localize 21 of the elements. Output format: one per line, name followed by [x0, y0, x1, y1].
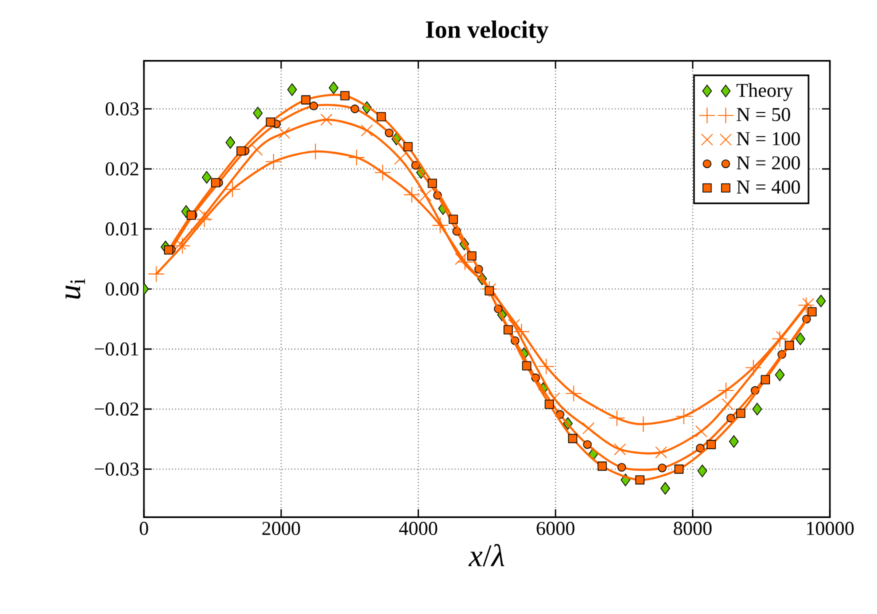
x-tick-label: 10000: [807, 522, 854, 535]
legend-label: N = 50: [736, 108, 790, 121]
legend-label: N = 400: [736, 180, 800, 194]
y-tick-label: 0.00: [106, 282, 139, 296]
y-tick-label: −0.03: [94, 462, 139, 476]
x-tick-label: 6000: [536, 522, 574, 535]
x-tick-label: 0: [140, 522, 148, 535]
x-axis-title: x/λ: [468, 544, 504, 566]
legend-label: N = 100: [736, 132, 800, 146]
y-tick-label: −0.02: [94, 402, 138, 416]
y-tick-label: 0.03: [106, 102, 139, 116]
legend-label: N = 200: [736, 156, 800, 170]
x-tick-label: 4000: [399, 522, 438, 535]
y-axis-title: u$_{i}$: [66, 278, 85, 299]
y-tick-label: −0.01: [94, 342, 138, 356]
chart-title: Ion velocity: [426, 20, 548, 43]
legend-label: Theory: [736, 83, 793, 101]
x-tick-label: 2000: [262, 522, 300, 535]
y-tick-label: 0.01: [106, 222, 138, 236]
y-tick-label: 0.02: [106, 162, 138, 176]
x-tick-label: 8000: [674, 522, 712, 535]
